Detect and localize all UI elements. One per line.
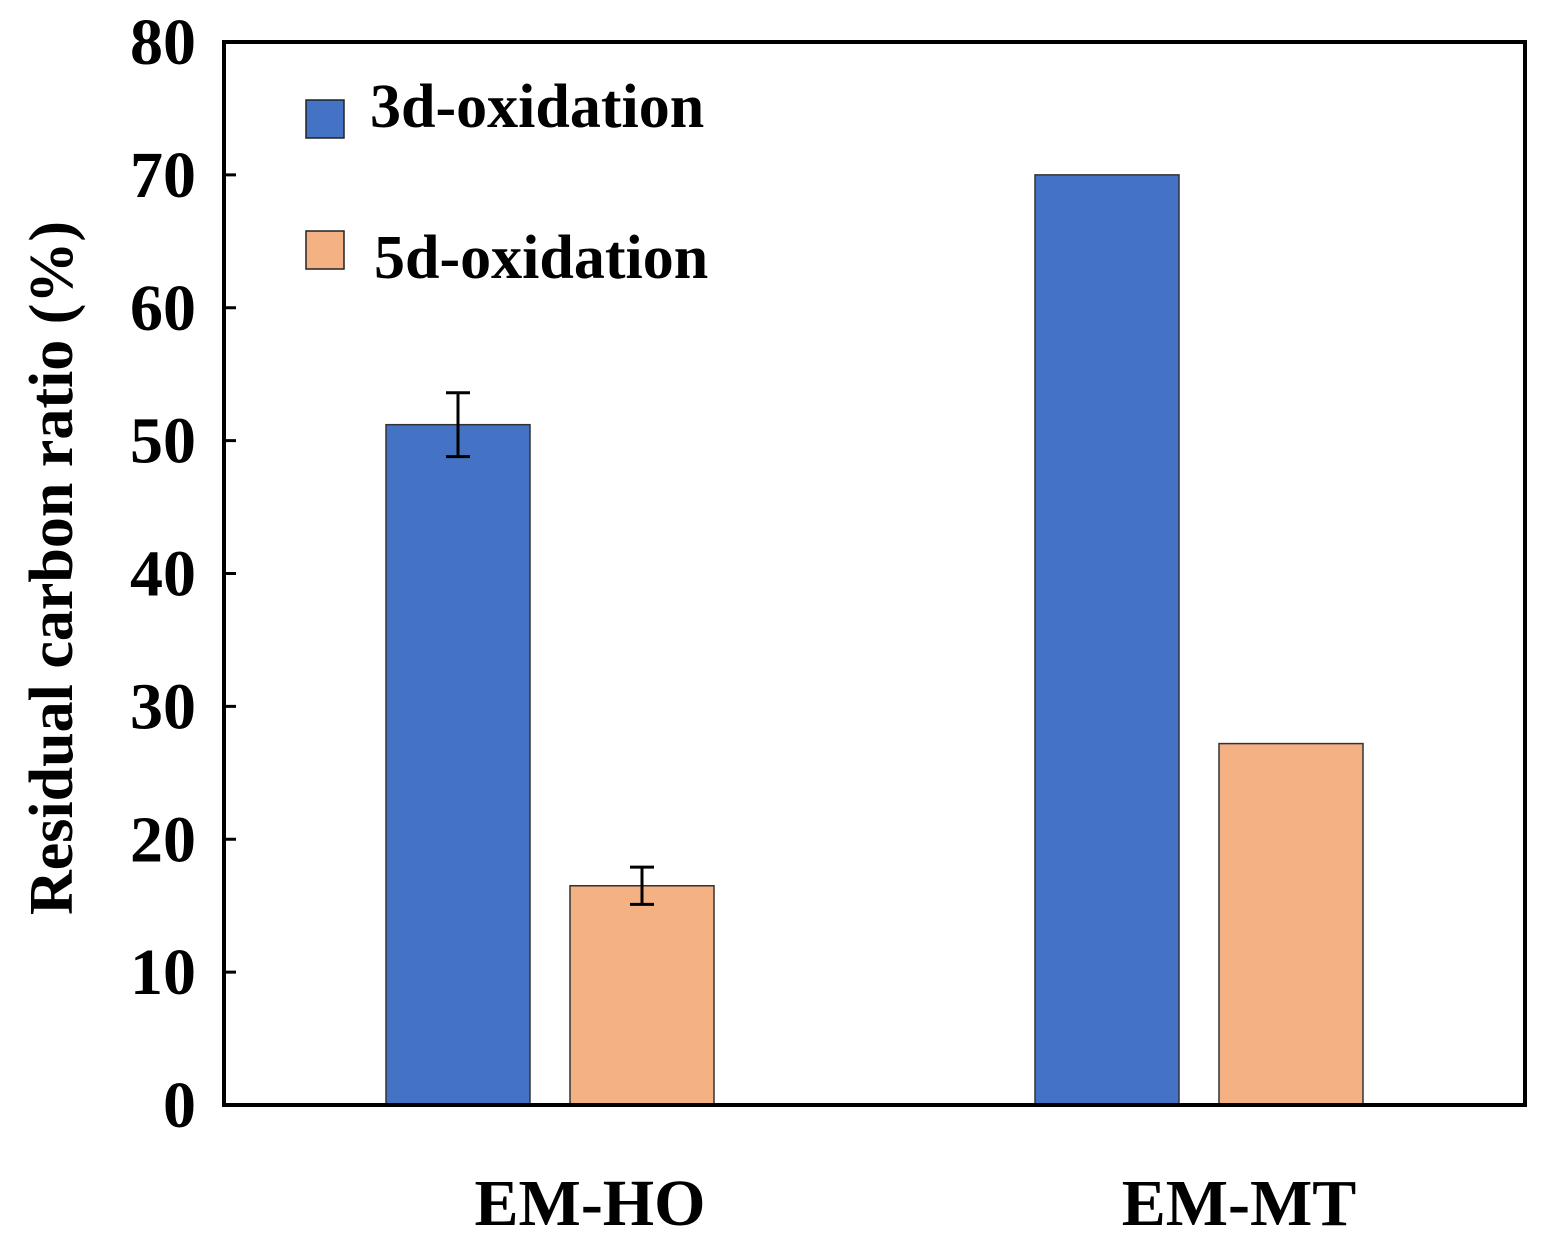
bar-3d-oxidation-EM-MT <box>1034 174 1180 1106</box>
x-category-label: EM-HO <box>475 1167 706 1240</box>
x-axis-categories: EM-HO EM-MT <box>475 1167 1357 1240</box>
error-bar-3d-oxidation-EM-HO <box>446 391 470 459</box>
y-tick-label: 10 <box>130 936 196 1009</box>
y-tick-label: 60 <box>130 272 196 345</box>
y-tick-label: 30 <box>130 670 196 743</box>
legend-label-5d-oxidation: 5d-oxidation <box>374 224 708 292</box>
bar-5d-oxidation-EM-HO <box>569 885 715 1106</box>
y-tick-label: 0 <box>163 1069 196 1142</box>
plot-area <box>385 174 1364 1106</box>
y-tick-label: 40 <box>130 538 196 611</box>
bar-5d-oxidation-EM-MT <box>1218 742 1364 1106</box>
bar-3d-oxidation-EM-HO <box>385 423 531 1106</box>
legend-swatch-3d-oxidation <box>305 99 345 139</box>
y-tick-label: 80 <box>130 6 196 79</box>
y-tick-label: 70 <box>130 139 196 212</box>
legend-swatch-5d-oxidation <box>305 230 345 270</box>
y-tick-label: 50 <box>130 405 196 478</box>
legend: 3d-oxidation 5d-oxidation <box>305 73 708 292</box>
error-bar-5d-oxidation-EM-HO <box>630 865 654 906</box>
y-axis-ticks: 0 10 20 30 40 50 60 70 80 <box>130 6 236 1142</box>
x-category-label: EM-MT <box>1122 1167 1357 1240</box>
y-tick-label: 20 <box>130 803 196 876</box>
y-axis-title: Residual carbon ratio (%) <box>18 221 86 915</box>
legend-label-3d-oxidation: 3d-oxidation <box>370 73 704 141</box>
